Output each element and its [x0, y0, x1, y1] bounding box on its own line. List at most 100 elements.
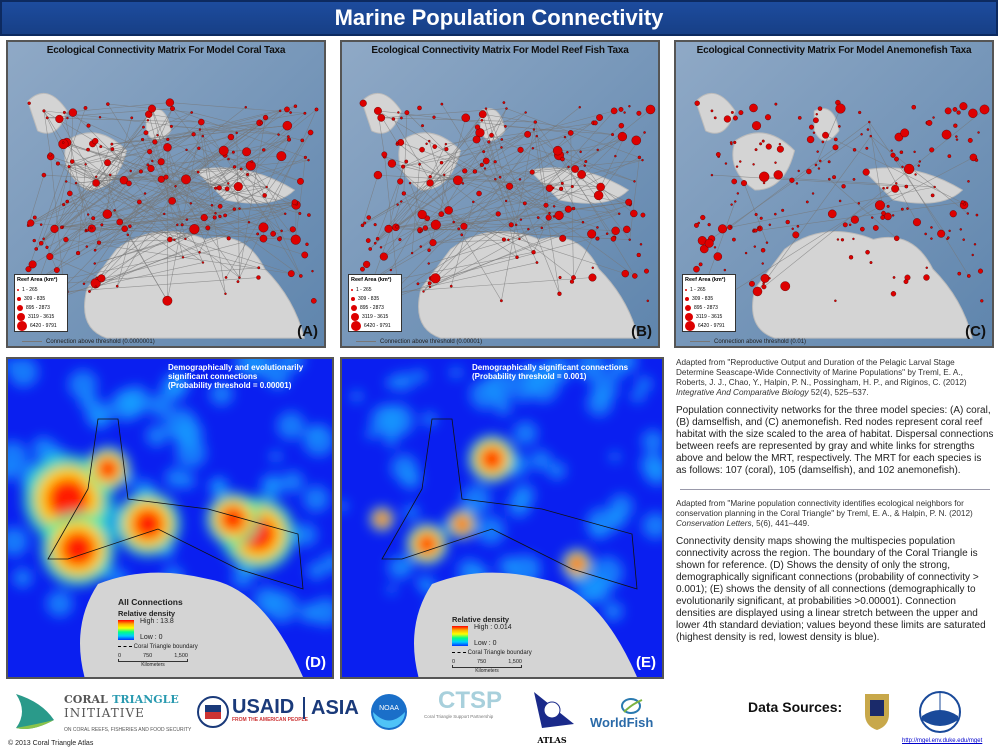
reef-node [694, 100, 700, 106]
reef-node [379, 252, 388, 261]
reef-node [84, 163, 87, 166]
reef-node [290, 234, 301, 245]
reef-node [381, 151, 388, 158]
scale-tick: 750 [143, 653, 153, 659]
reef-size-icon [351, 312, 359, 321]
reef-node [591, 266, 594, 269]
logo-text: TRIANGLE [112, 693, 179, 706]
legend-item: 895 - 2873 [351, 303, 399, 312]
journal-name: Integrative And Comparative Biology [676, 388, 809, 397]
reef-node [710, 109, 714, 113]
reef-node [140, 137, 145, 142]
reef-node [832, 144, 839, 151]
reef-node [482, 150, 486, 154]
reef-node [957, 271, 962, 276]
reef-node [185, 148, 188, 152]
reef-node [527, 227, 530, 231]
reef-node [765, 143, 772, 150]
reef-node [233, 182, 243, 192]
journal-name: Conservation Letters [676, 519, 752, 528]
color-ramp [452, 626, 468, 646]
reef-node [621, 269, 629, 278]
reef-node [387, 159, 397, 168]
reef-node [422, 225, 428, 231]
reef-node [180, 223, 184, 227]
reef-node [213, 186, 218, 190]
scale-tick: 0 [452, 659, 456, 665]
threshold-legend: Connection above threshold (0.0000001) [22, 339, 155, 345]
reef-node [165, 98, 175, 107]
reef-node [858, 110, 862, 115]
reef-node [518, 178, 522, 181]
reef-node [311, 269, 314, 273]
reef-node [50, 224, 59, 233]
reef-node [962, 238, 965, 241]
reef-node [276, 151, 287, 162]
title-line: (Probability threshold = 0.001) [472, 372, 587, 381]
logo-text: FROM THE AMERICAN PEOPLE [232, 717, 308, 723]
reef-size-icon [351, 320, 361, 331]
scale-unit: Kilometers [141, 662, 165, 668]
reef-node [632, 273, 638, 279]
reef-node [46, 253, 54, 261]
reef-node [592, 120, 598, 126]
reef-node [857, 202, 861, 205]
reef-node [860, 226, 865, 232]
reef-node [86, 213, 90, 216]
scale-bar: 0 750 1,500 [118, 653, 188, 659]
reef-size-icon [351, 288, 353, 291]
reef-node [45, 245, 49, 249]
reef-node [693, 265, 700, 273]
reef-node [190, 111, 194, 114]
reef-node [420, 229, 424, 233]
reef-node [460, 233, 464, 237]
legend-item: 3119 - 3615 [351, 312, 399, 321]
reef-node [457, 227, 461, 231]
reef-node [498, 175, 502, 179]
reef-node [90, 226, 93, 230]
reef-node [489, 132, 494, 138]
reef-node [508, 222, 514, 228]
reef-node [147, 164, 155, 173]
reef-node [738, 110, 744, 116]
mgel-url-link[interactable]: http://mgel.env.duke.edu/mget [902, 738, 983, 744]
legend-item: 1 - 265 [351, 285, 399, 294]
reef-node [818, 159, 822, 163]
reef-node [401, 191, 406, 196]
reef-node [239, 167, 243, 171]
reef-node [817, 167, 821, 170]
cti-logo: CORAL TRIANGLE INITIATIVE ON CORAL REEFS… [64, 692, 191, 737]
citation-text: Adapted from "Reproductive Output and Du… [676, 358, 967, 387]
reef-node [515, 255, 519, 260]
reef-node [232, 207, 237, 211]
reef-node [432, 144, 438, 149]
reef-node [707, 223, 711, 227]
reef-node [41, 172, 47, 178]
reef-node [163, 143, 172, 152]
university-crest-icon [865, 694, 889, 730]
reef-node [533, 120, 537, 124]
citation-tail: 52(4), 525–537. [808, 388, 869, 397]
reef-node [66, 116, 69, 120]
reef-node [760, 273, 770, 283]
reef-node [569, 279, 575, 284]
reef-node [717, 224, 728, 234]
reef-node [643, 131, 646, 134]
reef-node [900, 207, 904, 211]
reef-node [874, 200, 885, 211]
reef-node [293, 104, 298, 108]
density-legend: Relative density High : 0.014 Low : 0 Cor… [452, 613, 532, 674]
reef-node [277, 133, 280, 136]
reef-area-legend: Reef Area (km²) 1 - 265 309 - 835 895 - 287… [682, 274, 736, 332]
reef-node [567, 130, 574, 136]
reef-node [475, 128, 485, 138]
reef-node [715, 152, 721, 157]
boundary-legend: Coral Triangle boundary [467, 650, 532, 656]
reef-node [821, 140, 825, 144]
logo-text: USAID [232, 696, 295, 718]
reef-node [808, 124, 814, 130]
reef-node [979, 104, 990, 115]
reef-node [698, 262, 703, 267]
legend-label: 6420 - 9791 [30, 322, 57, 329]
reef-node [205, 225, 211, 231]
